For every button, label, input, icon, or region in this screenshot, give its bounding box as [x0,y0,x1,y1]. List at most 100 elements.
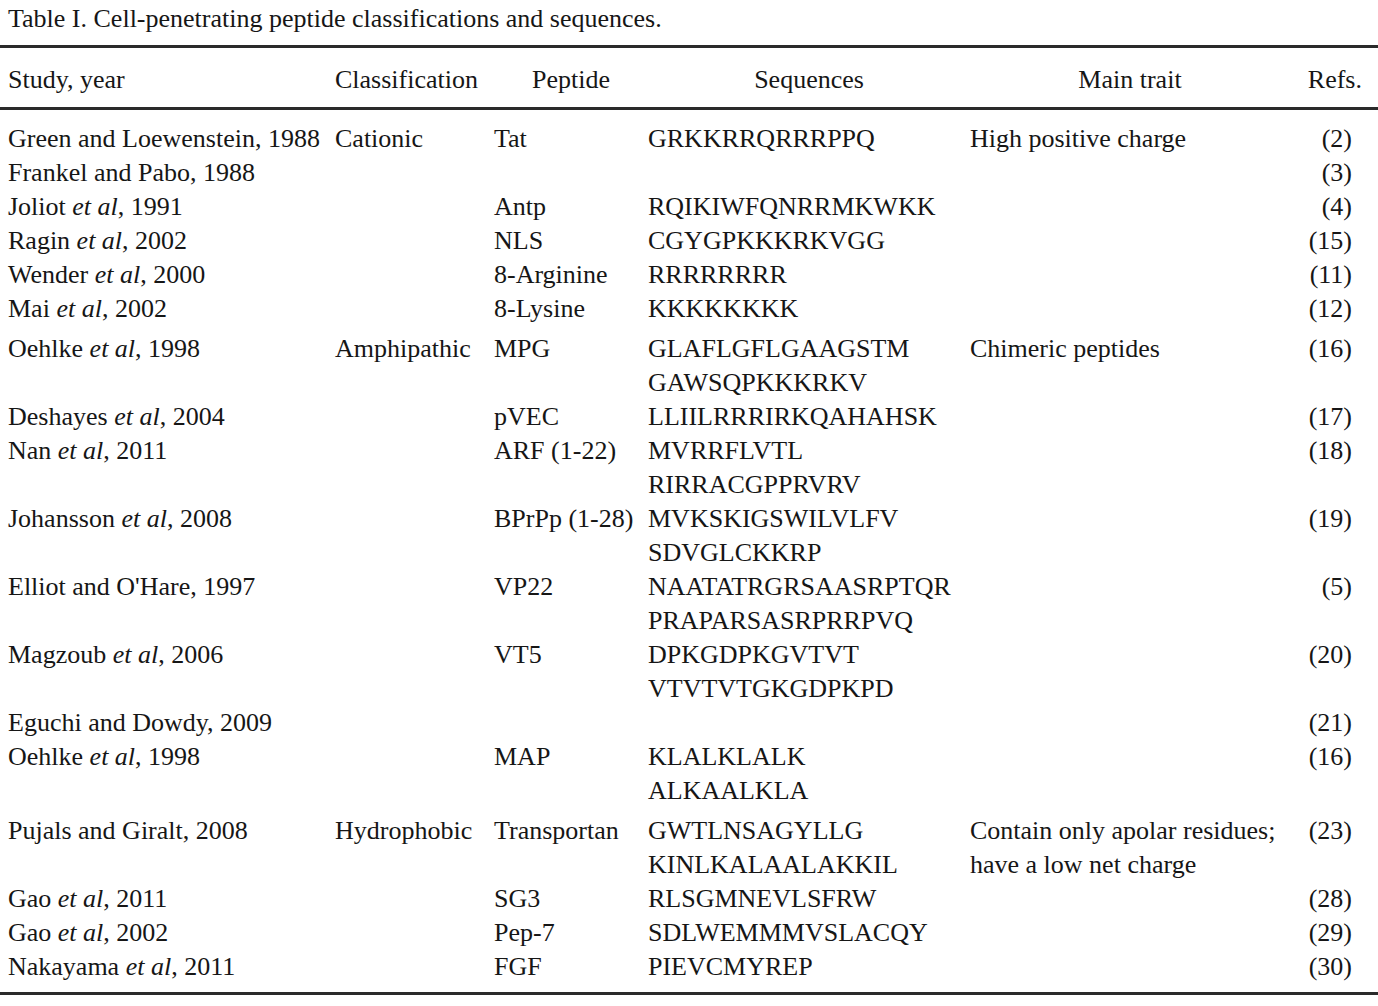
study-et-al: et al [58,436,104,465]
table-row: Oehlke et al, 1998 MAP KLALKLALK ALKAALK… [8,740,1378,808]
cell-classification [335,570,494,638]
cell-study-year: Wender et al, 2000 [8,258,335,292]
study-year: , 2004 [160,402,225,431]
cell-main-trait: Contain only apolar residues; have a low… [970,814,1290,882]
cell-classification [335,706,494,740]
table-row: Pujals and Giralt, 2008 Hydrophobic Tran… [8,814,1378,882]
cell-peptide: MAP [494,740,648,808]
study-authors: Frankel and Pabo, 1988 [8,158,255,187]
cell-classification [335,740,494,808]
cell-main-trait [970,882,1290,916]
cell-classification: Cationic [335,122,494,156]
study-et-al: et al [72,192,118,221]
cell-classification [335,882,494,916]
study-year: , 2002 [103,918,168,947]
study-et-al: et al [113,640,159,669]
cell-peptide: SG3 [494,882,648,916]
cell-peptide: Pep-7 [494,916,648,950]
column-header-study-year: Study, year [8,63,335,97]
cell-main-trait [970,258,1290,292]
cell-ref: (20) [1290,638,1378,706]
column-header-peptide: Peptide [494,63,648,97]
study-year: , 2008 [167,504,232,533]
cell-ref: (3) [1290,156,1378,190]
cell-main-trait [970,950,1290,984]
cell-study-year: Eguchi and Dowdy, 2009 [8,706,335,740]
cell-peptide: Transportan [494,814,648,882]
cell-sequences: CGYGPKKKRKVGG [648,224,970,258]
study-authors: Nakayama [8,952,126,981]
cell-main-trait [970,502,1290,570]
cell-main-trait [970,156,1290,190]
study-authors: Nan [8,436,58,465]
study-year: , 1998 [135,334,200,363]
cell-sequences: DPKGDPKGVTVT VTVTVTGKGDPKPD [648,638,970,706]
cell-classification [335,638,494,706]
cell-ref: (19) [1290,502,1378,570]
cell-sequences [648,156,970,190]
cell-ref: (23) [1290,814,1378,882]
cell-ref: (28) [1290,882,1378,916]
table-row: Wender et al, 2000 8-Arginine RRRRRRRR (… [8,258,1378,292]
column-header-main-trait: Main trait [970,63,1290,97]
cell-study-year: Gao et al, 2002 [8,916,335,950]
study-authors: Wender [8,260,95,289]
cell-study-year: Deshayes et al, 2004 [8,400,335,434]
cell-classification [335,916,494,950]
table-row: Magzoub et al, 2006 VT5 DPKGDPKGVTVT VTV… [8,638,1378,706]
cell-peptide: VP22 [494,570,648,638]
study-authors: Oehlke [8,742,90,771]
table-header-row: Study, year Classification Peptide Seque… [8,63,1378,97]
table-row: Mai et al, 2002 8-Lysine KKKKKKKK (12) [8,292,1378,326]
cell-peptide [494,156,648,190]
cell-study-year: Johansson et al, 2008 [8,502,335,570]
study-et-al: et al [90,742,136,771]
study-authors: Green and Loewenstein, 1988 [8,124,320,153]
cell-main-trait [970,292,1290,326]
cell-peptide: MPG [494,332,648,400]
cell-study-year: Pujals and Giralt, 2008 [8,814,335,882]
cell-classification [335,434,494,502]
study-authors: Elliot and O'Hare, 1997 [8,572,255,601]
study-year: , 2006 [158,640,223,669]
cell-ref: (5) [1290,570,1378,638]
cell-study-year: Mai et al, 2002 [8,292,335,326]
study-authors: Joliot [8,192,72,221]
cell-sequences: MVKSKIGSWILVLFV SDVGLCKKRP [648,502,970,570]
cell-peptide: BPrPp (1-28) [494,502,648,570]
cell-classification [335,190,494,224]
cell-sequences: MVRRFLVTL RIRRACGPPRVRV [648,434,970,502]
study-year: , 2002 [102,294,167,323]
study-year: , 1998 [135,742,200,771]
cell-study-year: Gao et al, 2011 [8,882,335,916]
study-authors: Oehlke [8,334,90,363]
cell-peptide: Tat [494,122,648,156]
table-row: Nakayama et al, 2011 FGF PIEVCMYREP (30) [8,950,1378,984]
cell-sequences: RRRRRRRR [648,258,970,292]
cell-sequences: NAATATRGRSAASRPTQR PRAPARSASRPRRPVQ [648,570,970,638]
cell-ref: (16) [1290,740,1378,808]
study-authors: Gao [8,884,58,913]
cell-sequences: GRKKRRQRRRPPQ [648,122,970,156]
cell-sequences: RQIKIWFQNRRMKWKK [648,190,970,224]
cell-main-trait [970,916,1290,950]
cell-ref: (29) [1290,916,1378,950]
cell-ref: (12) [1290,292,1378,326]
cell-study-year: Elliot and O'Hare, 1997 [8,570,335,638]
table-row: Nan et al, 2011 ARF (1-22) MVRRFLVTL RIR… [8,434,1378,502]
cell-peptide: FGF [494,950,648,984]
cell-peptide [494,706,648,740]
cell-study-year: Ragin et al, 2002 [8,224,335,258]
cell-classification [335,258,494,292]
table-row: Deshayes et al, 2004 pVEC LLIILRRRIRKQAH… [8,400,1378,434]
study-authors: Ragin [8,226,77,255]
cell-peptide: pVEC [494,400,648,434]
study-et-al: et al [114,402,160,431]
cell-ref: (17) [1290,400,1378,434]
cell-main-trait [970,740,1290,808]
study-year: , 1991 [118,192,183,221]
cell-ref: (16) [1290,332,1378,400]
table-row: Eguchi and Dowdy, 2009 (21) [8,706,1378,740]
cell-main-trait: Chimeric peptides [970,332,1290,400]
cell-study-year: Oehlke et al, 1998 [8,332,335,400]
